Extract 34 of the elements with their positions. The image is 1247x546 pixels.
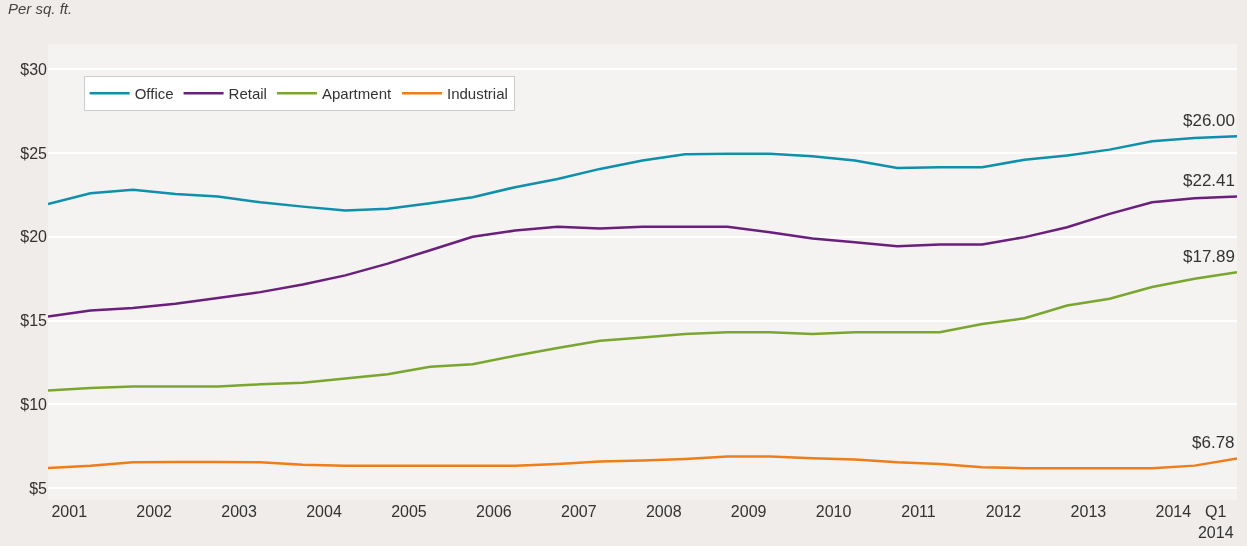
x-tick-label: 2005 [391,503,427,520]
x-tick-label: 2006 [476,503,512,520]
x-tick-label: 2003 [221,503,257,520]
legend-label: Retail [228,85,267,103]
x-tick-label: 2012 [985,503,1022,520]
x-tick-label: 2001 [51,503,88,520]
y-tick-label: $10 [20,396,48,414]
x-tick-label: 2008 [645,503,682,520]
x-tick-label: 2004 [306,503,342,520]
y-tick-label: $20 [20,228,48,246]
annotation: $17.89 [1183,247,1235,266]
x-tick-label: 2013 [1070,503,1107,520]
x-tick-label: 2010 [815,503,852,520]
y-axis-title: Per sq. ft. [8,0,73,17]
line-series [48,195,1237,318]
x-tick-label: 2011 [901,503,936,520]
line-series [48,134,1237,212]
legend-label: Office [134,85,174,103]
x-tick-label: 2009 [730,503,767,520]
annotation: $22.41 [1183,171,1235,190]
annotation: $6.78 [1192,433,1235,452]
line-series [48,270,1237,392]
x-tick-label: 2002 [136,503,173,520]
annotation: $26.00 [1183,111,1235,130]
x-tick-label: 2014 [1155,503,1192,520]
y-tick-label: $5 [29,479,48,497]
legend-label: Industrial [446,85,508,103]
x-tick-label: Q1 2014 [1197,503,1234,541]
legend-label: Apartment [321,85,392,103]
y-tick-label: $15 [20,312,48,330]
y-tick-label: $30 [20,60,48,78]
x-tick-label: 2007 [561,503,597,520]
line-series [48,455,1237,470]
y-tick-label: $25 [20,144,48,162]
